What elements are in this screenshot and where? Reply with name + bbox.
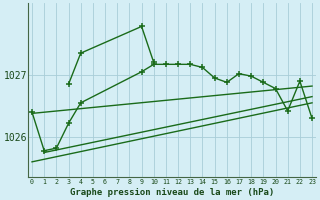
X-axis label: Graphe pression niveau de la mer (hPa): Graphe pression niveau de la mer (hPa) xyxy=(70,188,274,197)
